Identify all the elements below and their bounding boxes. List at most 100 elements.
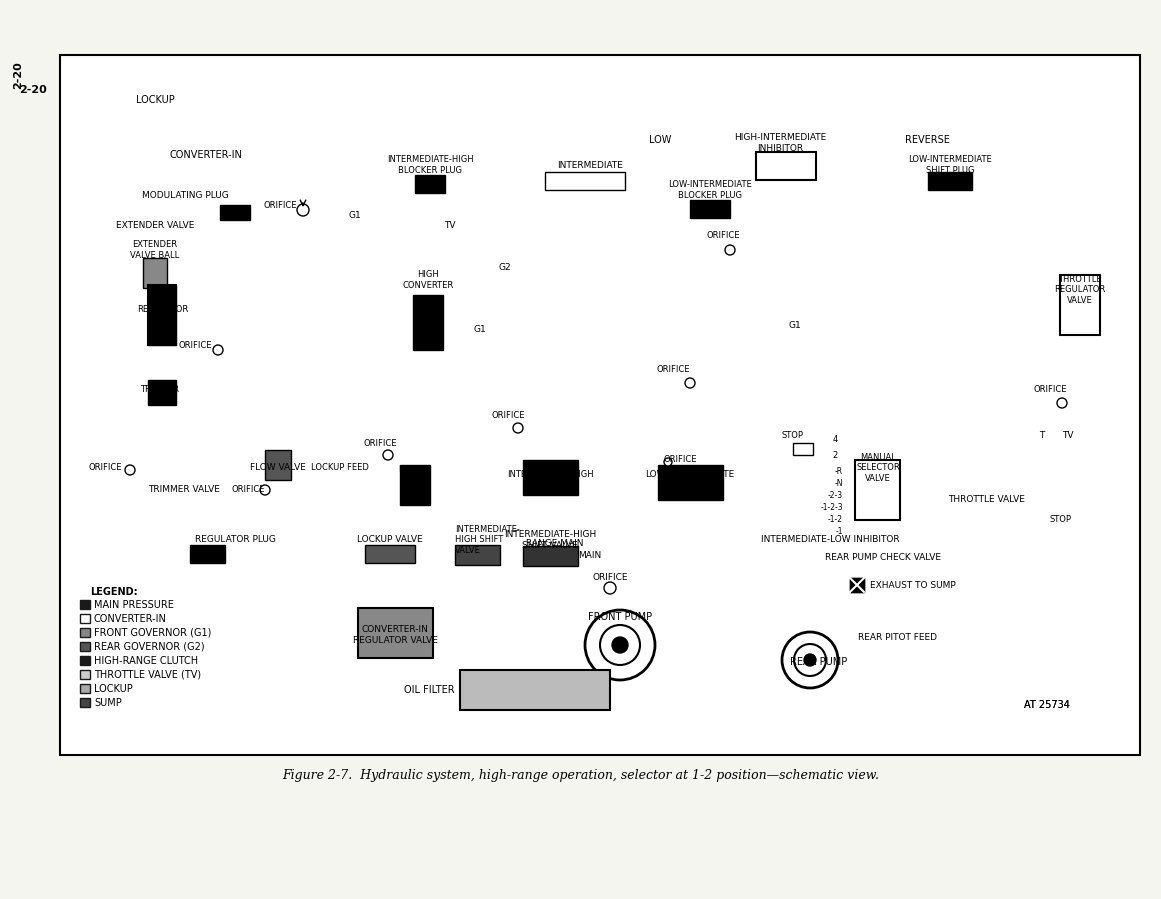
Text: REAR PUMP: REAR PUMP <box>789 657 848 667</box>
Text: ORIFICE: ORIFICE <box>231 485 265 494</box>
Circle shape <box>805 654 816 666</box>
Text: HIGH-RANGE CLUTCH: HIGH-RANGE CLUTCH <box>94 655 199 665</box>
Bar <box>80 628 91 637</box>
Text: THROTTLE
REGULATOR
VALVE: THROTTLE REGULATOR VALVE <box>1054 275 1105 305</box>
Text: LOW-INTERMEDIATE
BLOCKER PLUG: LOW-INTERMEDIATE BLOCKER PLUG <box>668 181 752 200</box>
Text: LOCKUP FEED: LOCKUP FEED <box>311 464 369 473</box>
Bar <box>80 614 91 623</box>
Text: EXTENDER
VALVE BALL: EXTENDER VALVE BALL <box>130 240 180 260</box>
Text: ORIFICE: ORIFICE <box>592 573 628 582</box>
Text: MAIN PRESSURE: MAIN PRESSURE <box>94 600 174 610</box>
Text: -R: -R <box>835 467 843 476</box>
Bar <box>414 175 445 193</box>
Bar <box>690 200 730 218</box>
Bar <box>413 295 444 350</box>
Text: TRIMMER
PLUG: TRIMMER PLUG <box>140 386 180 405</box>
Text: MODULATING PLUG: MODULATING PLUG <box>142 191 229 200</box>
Text: -N: -N <box>835 479 843 488</box>
Text: INTERMEDIATE: INTERMEDIATE <box>557 161 623 170</box>
Text: THROTTLE VALVE: THROTTLE VALVE <box>949 495 1025 504</box>
Bar <box>147 285 176 345</box>
Text: ORIFICE: ORIFICE <box>88 464 122 473</box>
Text: ORIFICE: ORIFICE <box>264 200 297 209</box>
Bar <box>854 460 900 520</box>
Text: 4: 4 <box>832 435 837 444</box>
Bar <box>80 642 91 651</box>
Text: MANUAL
SELECTOR
VALVE: MANUAL SELECTOR VALVE <box>856 453 900 483</box>
Text: THROTTLE VALVE (TV): THROTTLE VALVE (TV) <box>94 670 201 680</box>
Text: REAR PITOT FEED: REAR PITOT FEED <box>858 634 937 643</box>
Text: G1: G1 <box>348 210 361 219</box>
Bar <box>60 55 1140 755</box>
Bar <box>522 460 578 495</box>
Text: LEGEND:: LEGEND: <box>91 587 138 597</box>
Text: G2: G2 <box>499 263 511 272</box>
Text: AT 25734: AT 25734 <box>1024 700 1070 710</box>
Bar <box>358 608 433 658</box>
Text: 2: 2 <box>832 450 837 459</box>
Text: CONVERTER-IN: CONVERTER-IN <box>94 613 167 624</box>
Text: ORIFICE: ORIFICE <box>363 439 397 448</box>
Text: EXTENDER VALVE: EXTENDER VALVE <box>116 220 194 229</box>
Text: -2-3: -2-3 <box>828 492 843 501</box>
Text: ORIFICE: ORIFICE <box>656 366 690 375</box>
Bar <box>1060 275 1099 335</box>
Bar <box>401 465 430 505</box>
Text: SUMP: SUMP <box>94 698 122 708</box>
Bar <box>793 443 813 455</box>
Text: INTERMEDIATE-HIGH
BLOCKER PLUG: INTERMEDIATE-HIGH BLOCKER PLUG <box>387 156 474 174</box>
Text: INTERMEDIATE-HIGH
SHIFT VALVE: INTERMEDIATE-HIGH SHIFT VALVE <box>504 530 596 549</box>
Circle shape <box>212 345 223 355</box>
Bar <box>80 670 91 679</box>
Text: TV: TV <box>445 220 456 229</box>
Bar <box>80 656 91 665</box>
Text: T: T <box>1039 431 1045 440</box>
Circle shape <box>585 610 655 680</box>
Bar <box>265 450 291 480</box>
Bar <box>190 545 225 563</box>
Text: ORIFICE: ORIFICE <box>663 456 697 465</box>
Bar <box>850 578 864 592</box>
Text: INTERMEDIATE-HIGH
SHIFT PLUG: INTERMEDIATE-HIGH SHIFT PLUG <box>506 470 593 490</box>
Text: G1: G1 <box>474 325 486 334</box>
Text: INTERMEDIATE-
HIGH SHIFT
VALVE: INTERMEDIATE- HIGH SHIFT VALVE <box>455 525 520 555</box>
Circle shape <box>794 644 825 676</box>
Circle shape <box>260 485 271 495</box>
Text: ORIFICE: ORIFICE <box>179 341 211 350</box>
Text: LOCKUP
VALVE
PLUG: LOCKUP VALVE PLUG <box>398 465 432 495</box>
Text: -1: -1 <box>836 528 843 537</box>
Text: LOCKUP: LOCKUP <box>136 95 174 105</box>
Circle shape <box>383 450 394 460</box>
Circle shape <box>600 625 640 665</box>
Bar <box>147 285 176 345</box>
Bar <box>658 465 723 500</box>
Bar <box>365 545 414 563</box>
Circle shape <box>513 423 522 433</box>
Bar <box>219 205 250 220</box>
Text: ORIFICE: ORIFICE <box>1033 386 1067 395</box>
Bar <box>850 578 864 592</box>
Text: REAR PUMP CHECK VALVE: REAR PUMP CHECK VALVE <box>825 553 942 562</box>
Text: FLOW VALVE: FLOW VALVE <box>250 464 307 473</box>
Text: LOW-INTERMEDIATE
SHIFT PLUG: LOW-INTERMEDIATE SHIFT PLUG <box>908 156 991 174</box>
Text: 2-20: 2-20 <box>13 61 23 89</box>
Text: EXHAUST TO SUMP: EXHAUST TO SUMP <box>870 581 956 590</box>
Text: HIGH
CONVERTER: HIGH CONVERTER <box>403 271 454 289</box>
Text: HIGH-INTERMEDIATE
INHIBITOR: HIGH-INTERMEDIATE INHIBITOR <box>734 133 827 153</box>
Text: REAR GOVERNOR (G2): REAR GOVERNOR (G2) <box>94 642 204 652</box>
Text: ORIFICE: ORIFICE <box>491 411 525 420</box>
Bar <box>756 152 816 180</box>
Bar <box>80 698 91 707</box>
Text: TV: TV <box>1062 431 1074 440</box>
Text: 2-20: 2-20 <box>19 85 46 95</box>
Bar <box>460 670 610 710</box>
Text: RANGE MAIN: RANGE MAIN <box>526 539 584 547</box>
Bar <box>147 380 176 405</box>
Text: STOP: STOP <box>1050 515 1070 524</box>
Text: MAIN: MAIN <box>578 550 601 559</box>
Text: OIL FILTER: OIL FILTER <box>404 685 455 695</box>
Circle shape <box>724 245 735 255</box>
Text: Figure 2-7.  Hydraulic system, high-range operation, selector at 1-2 position—sc: Figure 2-7. Hydraulic system, high-range… <box>282 769 879 781</box>
Circle shape <box>612 637 628 653</box>
Text: FRONT PUMP: FRONT PUMP <box>587 612 652 622</box>
